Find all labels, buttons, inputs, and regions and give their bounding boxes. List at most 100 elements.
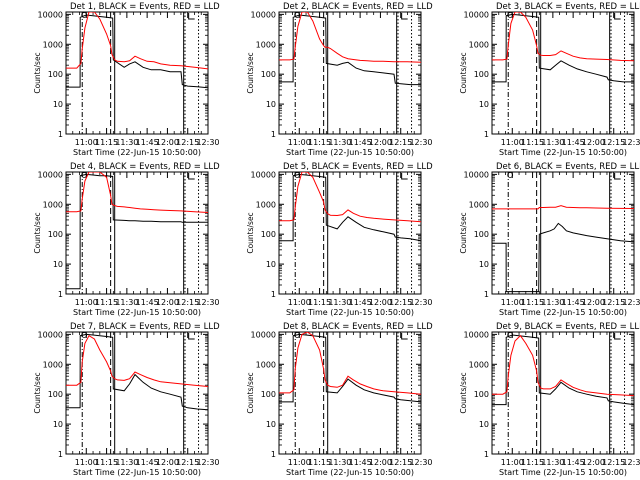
x-tick-label: 12:30 <box>622 458 640 467</box>
y-axis-label: Counts/sec <box>459 52 468 93</box>
x-tick-label: 11:30 <box>541 138 564 147</box>
y-tick-label: 100 <box>48 390 63 399</box>
panel-det-3: Det 3, BLACK = Events, RED = LLD 1 10 100 10… <box>459 2 640 157</box>
series-line-black <box>492 222 634 293</box>
y-tick-label: 1 <box>58 130 63 139</box>
x-axis-label: Start Time (22-Jun-15 10:50:00) <box>73 468 201 477</box>
x-tick-label: 12:00 <box>369 458 392 467</box>
l-marker <box>614 13 621 20</box>
x-tick-label: 11:30 <box>328 298 351 307</box>
series-line-black <box>492 13 634 83</box>
plot-frame <box>65 331 209 455</box>
y-axis-label: Counts/sec <box>246 52 255 93</box>
panel-title: Det 6, BLACK = Events, RED = LLD <box>496 162 640 172</box>
x-tick-label: 12:30 <box>196 298 219 307</box>
y-tick-label: 10000 <box>38 10 63 19</box>
series-line-black <box>66 173 208 290</box>
x-tick-label: 12:00 <box>582 458 605 467</box>
x-tick-label: 11:15 <box>95 298 118 307</box>
x-tick-label: 11:00 <box>501 298 524 307</box>
x-axis-label: Start Time (22-Jun-15 10:50:00) <box>499 308 627 317</box>
y-tick-label: 1000 <box>43 360 63 369</box>
x-tick-label: 12:30 <box>409 138 432 147</box>
x-tick-label: 12:15 <box>389 298 412 307</box>
y-tick-label: 10 <box>53 420 63 429</box>
x-tick-label: 11:45 <box>562 138 585 147</box>
x-tick-label: 11:45 <box>136 298 159 307</box>
x-axis-label: Start Time (22-Jun-15 10:50:00) <box>286 468 414 477</box>
x-tick-label: 11:45 <box>349 138 372 147</box>
panel-title: Det 5, BLACK = Events, RED = LLD <box>283 162 433 172</box>
l-marker <box>401 13 408 20</box>
l-marker <box>188 13 195 20</box>
x-tick-label: 11:45 <box>136 458 159 467</box>
series-line-black <box>492 334 634 406</box>
x-tick-label: 11:30 <box>115 138 138 147</box>
x-tick-label: 12:15 <box>602 298 625 307</box>
l-marker <box>401 173 408 180</box>
panel-det-4: Det 4, BLACK = Events, RED = LLD 1 10 100 10… <box>33 162 220 317</box>
x-tick-label: 11:15 <box>95 458 118 467</box>
x-tick-label: 12:00 <box>156 458 179 467</box>
x-axis-label: Start Time (22-Jun-15 10:50:00) <box>286 148 414 157</box>
y-axis-label: Counts/sec <box>33 372 42 413</box>
y-tick-label: 1 <box>484 290 489 299</box>
panel-title: Det 1, BLACK = Events, RED = LLD <box>70 2 220 12</box>
x-tick-label: 11:00 <box>75 138 98 147</box>
x-tick-label: 12:00 <box>369 298 392 307</box>
series-line-red <box>279 12 421 63</box>
x-tick-label: 11:45 <box>349 298 372 307</box>
plot-frame <box>65 171 209 295</box>
y-tick-label: 10 <box>53 100 63 109</box>
x-tick-label: 12:15 <box>176 298 199 307</box>
series-group <box>492 12 634 83</box>
series-line-black <box>66 14 208 89</box>
y-tick-label: 100 <box>474 390 489 399</box>
x-tick-label: 12:00 <box>582 138 605 147</box>
x-tick-label: 11:30 <box>328 138 351 147</box>
y-tick-label: 100 <box>48 70 63 79</box>
x-tick-label: 12:30 <box>622 298 640 307</box>
x-tick-label: 11:15 <box>521 458 544 467</box>
x-tick-label: 11:30 <box>328 458 351 467</box>
series-line-black <box>279 14 421 86</box>
y-tick-label: 1 <box>484 130 489 139</box>
y-tick-label: 1 <box>271 290 276 299</box>
y-axis-label: Counts/sec <box>33 212 42 253</box>
x-tick-label: 11:15 <box>521 138 544 147</box>
x-tick-label: 12:00 <box>156 298 179 307</box>
y-tick-label: 1000 <box>43 200 63 209</box>
panel-title: Det 3, BLACK = Events, RED = LLD <box>496 2 640 12</box>
plot-frame <box>491 171 635 295</box>
series-group <box>492 334 634 406</box>
panel-title: Det 4, BLACK = Events, RED = LLD <box>70 162 220 172</box>
y-tick-label: 100 <box>48 230 63 239</box>
start-marker <box>507 172 514 178</box>
y-tick-label: 1 <box>58 450 63 459</box>
x-axis-label: Start Time (22-Jun-15 10:50:00) <box>499 148 627 157</box>
y-tick-label: 1 <box>58 290 63 299</box>
x-axis-label: Start Time (22-Jun-15 10:50:00) <box>73 148 201 157</box>
y-tick-label: 10000 <box>251 330 276 339</box>
x-tick-label: 11:00 <box>288 458 311 467</box>
y-tick-label: 100 <box>474 70 489 79</box>
series-group <box>492 205 634 293</box>
series-line-red <box>279 332 421 395</box>
panel-title: Det 7, BLACK = Events, RED = LLD <box>70 322 220 332</box>
series-line-red <box>492 12 634 62</box>
y-tick-label: 10000 <box>464 10 489 19</box>
y-tick-label: 10 <box>53 260 63 269</box>
series-line-red <box>66 12 208 70</box>
panel-det-8: Det 8, BLACK = Events, RED = LLD 1 10 100 10… <box>246 322 433 477</box>
l-marker <box>188 333 195 340</box>
x-tick-label: 12:30 <box>196 458 219 467</box>
x-tick-label: 11:30 <box>115 458 138 467</box>
panel-det-2: Det 2, BLACK = Events, RED = LLD 1 10 100 10… <box>246 2 433 157</box>
y-tick-label: 100 <box>261 70 276 79</box>
x-tick-label: 12:30 <box>409 298 432 307</box>
y-tick-label: 10 <box>479 420 489 429</box>
y-axis-label: Counts/sec <box>33 52 42 93</box>
y-tick-label: 10 <box>479 260 489 269</box>
x-tick-label: 12:15 <box>389 458 412 467</box>
y-tick-label: 100 <box>474 230 489 239</box>
